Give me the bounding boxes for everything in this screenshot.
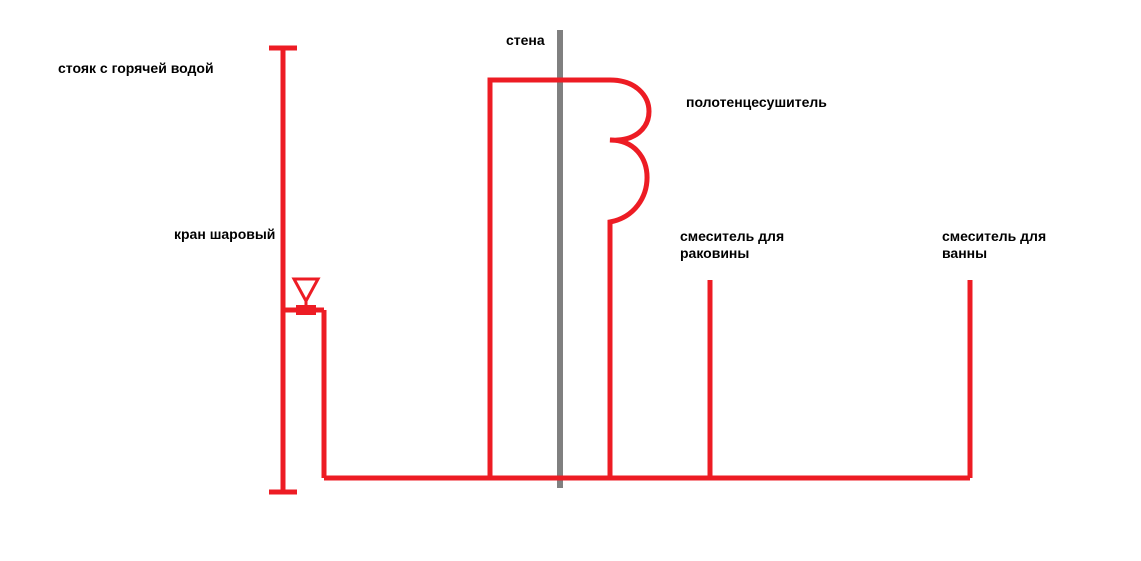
label-towel: полотенцесушитель <box>686 94 827 111</box>
plumbing-diagram <box>0 0 1141 561</box>
label-sink_mixer: смеситель для раковины <box>680 228 784 262</box>
valve-handle-icon <box>294 279 318 301</box>
valve-body <box>296 305 316 315</box>
label-wall: стена <box>506 32 545 49</box>
label-bath_mixer: смеситель для ванны <box>942 228 1046 262</box>
towel-dryer-pipe <box>490 80 649 478</box>
label-riser: стояк с горячей водой <box>58 60 214 77</box>
label-valve: кран шаровый <box>174 226 275 243</box>
